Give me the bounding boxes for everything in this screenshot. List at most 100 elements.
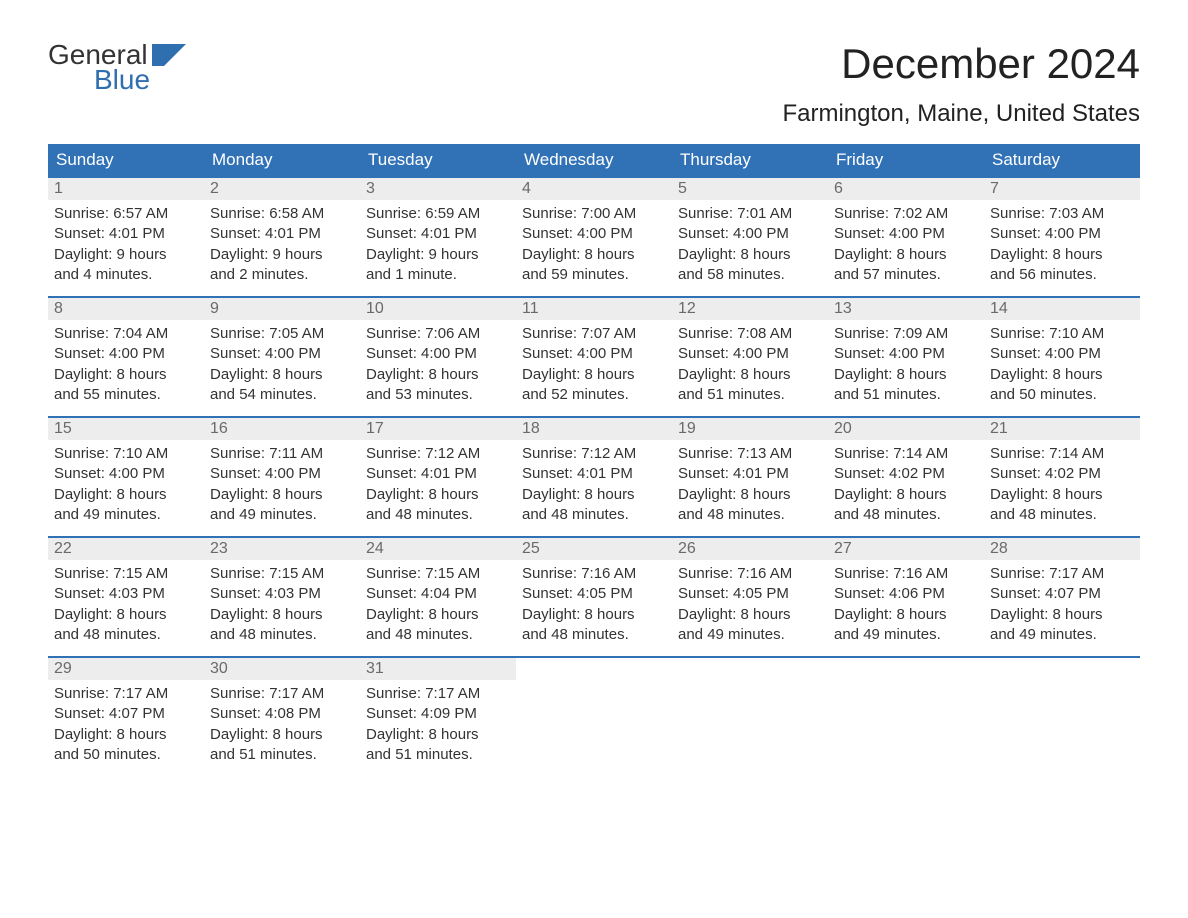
weekday-tuesday: Tuesday [360,144,516,176]
day-cell: 10Sunrise: 7:06 AMSunset: 4:00 PMDayligh… [360,298,516,416]
sunset-text: Sunset: 4:01 PM [54,224,198,244]
sunrise-text: Sunrise: 7:05 AM [210,324,354,344]
flag-icon [152,44,186,66]
daylight-line1: Daylight: 8 hours [834,605,978,625]
sunset-text: Sunset: 4:00 PM [834,224,978,244]
day-cell: 11Sunrise: 7:07 AMSunset: 4:00 PMDayligh… [516,298,672,416]
daylight-line2: and 49 minutes. [834,625,978,645]
day-cell [672,658,828,776]
sunset-text: Sunset: 4:00 PM [990,224,1134,244]
day-body: Sunrise: 7:07 AMSunset: 4:00 PMDaylight:… [516,320,672,405]
day-number: 31 [360,658,516,680]
sunrise-text: Sunrise: 7:12 AM [366,444,510,464]
daylight-line2: and 49 minutes. [990,625,1134,645]
sunset-text: Sunset: 4:00 PM [990,344,1134,364]
day-cell: 18Sunrise: 7:12 AMSunset: 4:01 PMDayligh… [516,418,672,536]
day-number: 5 [672,178,828,200]
sunset-text: Sunset: 4:01 PM [210,224,354,244]
day-number: 19 [672,418,828,440]
sunrise-text: Sunrise: 7:16 AM [522,564,666,584]
day-cell: 12Sunrise: 7:08 AMSunset: 4:00 PMDayligh… [672,298,828,416]
day-body: Sunrise: 6:58 AMSunset: 4:01 PMDaylight:… [204,200,360,285]
daylight-line2: and 48 minutes. [522,505,666,525]
daylight-line1: Daylight: 8 hours [210,605,354,625]
daylight-line1: Daylight: 8 hours [366,485,510,505]
day-number: 21 [984,418,1140,440]
day-cell [828,658,984,776]
daylight-line1: Daylight: 8 hours [522,485,666,505]
daylight-line2: and 4 minutes. [54,265,198,285]
day-body: Sunrise: 7:10 AMSunset: 4:00 PMDaylight:… [984,320,1140,405]
sunset-text: Sunset: 4:00 PM [678,344,822,364]
sunrise-text: Sunrise: 6:59 AM [366,204,510,224]
sunset-text: Sunset: 4:07 PM [54,704,198,724]
daylight-line1: Daylight: 8 hours [366,365,510,385]
day-body: Sunrise: 7:16 AMSunset: 4:06 PMDaylight:… [828,560,984,645]
sunrise-text: Sunrise: 7:11 AM [210,444,354,464]
sunrise-text: Sunrise: 7:17 AM [54,684,198,704]
sunrise-text: Sunrise: 7:14 AM [834,444,978,464]
sunset-text: Sunset: 4:05 PM [522,584,666,604]
day-body: Sunrise: 7:14 AMSunset: 4:02 PMDaylight:… [828,440,984,525]
day-number: 1 [48,178,204,200]
weekday-friday: Friday [828,144,984,176]
day-cell: 23Sunrise: 7:15 AMSunset: 4:03 PMDayligh… [204,538,360,656]
sunset-text: Sunset: 4:02 PM [990,464,1134,484]
day-number: 28 [984,538,1140,560]
daylight-line1: Daylight: 8 hours [522,245,666,265]
day-cell: 17Sunrise: 7:12 AMSunset: 4:01 PMDayligh… [360,418,516,536]
day-number: 11 [516,298,672,320]
day-body: Sunrise: 7:04 AMSunset: 4:00 PMDaylight:… [48,320,204,405]
day-cell: 22Sunrise: 7:15 AMSunset: 4:03 PMDayligh… [48,538,204,656]
day-body: Sunrise: 7:16 AMSunset: 4:05 PMDaylight:… [672,560,828,645]
month-title: December 2024 [782,40,1140,88]
day-number: 16 [204,418,360,440]
title-block: December 2024 Farmington, Maine, United … [782,40,1140,128]
daylight-line2: and 48 minutes. [210,625,354,645]
daylight-line2: and 51 minutes. [210,745,354,765]
sunset-text: Sunset: 4:01 PM [678,464,822,484]
sunrise-text: Sunrise: 7:17 AM [366,684,510,704]
sunrise-text: Sunrise: 7:14 AM [990,444,1134,464]
day-body: Sunrise: 7:15 AMSunset: 4:04 PMDaylight:… [360,560,516,645]
sunrise-text: Sunrise: 7:15 AM [366,564,510,584]
daylight-line1: Daylight: 9 hours [210,245,354,265]
day-number: 4 [516,178,672,200]
day-cell: 26Sunrise: 7:16 AMSunset: 4:05 PMDayligh… [672,538,828,656]
week-row: 1Sunrise: 6:57 AMSunset: 4:01 PMDaylight… [48,176,1140,296]
day-body: Sunrise: 7:17 AMSunset: 4:07 PMDaylight:… [984,560,1140,645]
day-body: Sunrise: 7:14 AMSunset: 4:02 PMDaylight:… [984,440,1140,525]
sunrise-text: Sunrise: 7:00 AM [522,204,666,224]
daylight-line1: Daylight: 8 hours [366,725,510,745]
sunrise-text: Sunrise: 7:01 AM [678,204,822,224]
day-number: 13 [828,298,984,320]
sunset-text: Sunset: 4:00 PM [210,464,354,484]
sunrise-text: Sunrise: 7:08 AM [678,324,822,344]
weekday-saturday: Saturday [984,144,1140,176]
daylight-line1: Daylight: 8 hours [54,365,198,385]
sunset-text: Sunset: 4:00 PM [678,224,822,244]
sunrise-text: Sunrise: 7:02 AM [834,204,978,224]
daylight-line1: Daylight: 8 hours [366,605,510,625]
day-cell: 7Sunrise: 7:03 AMSunset: 4:00 PMDaylight… [984,178,1140,296]
daylight-line2: and 48 minutes. [834,505,978,525]
week-row: 8Sunrise: 7:04 AMSunset: 4:00 PMDaylight… [48,296,1140,416]
day-cell: 6Sunrise: 7:02 AMSunset: 4:00 PMDaylight… [828,178,984,296]
daylight-line2: and 1 minute. [366,265,510,285]
sunrise-text: Sunrise: 6:58 AM [210,204,354,224]
week-row: 15Sunrise: 7:10 AMSunset: 4:00 PMDayligh… [48,416,1140,536]
day-number: 20 [828,418,984,440]
sunrise-text: Sunrise: 7:12 AM [522,444,666,464]
sunset-text: Sunset: 4:01 PM [522,464,666,484]
sunrise-text: Sunrise: 7:15 AM [54,564,198,584]
day-number: 17 [360,418,516,440]
sunset-text: Sunset: 4:06 PM [834,584,978,604]
day-number: 29 [48,658,204,680]
week-row: 22Sunrise: 7:15 AMSunset: 4:03 PMDayligh… [48,536,1140,656]
daylight-line2: and 57 minutes. [834,265,978,285]
day-number: 26 [672,538,828,560]
day-body: Sunrise: 6:59 AMSunset: 4:01 PMDaylight:… [360,200,516,285]
daylight-line2: and 48 minutes. [522,625,666,645]
day-body: Sunrise: 7:10 AMSunset: 4:00 PMDaylight:… [48,440,204,525]
day-body: Sunrise: 7:09 AMSunset: 4:00 PMDaylight:… [828,320,984,405]
